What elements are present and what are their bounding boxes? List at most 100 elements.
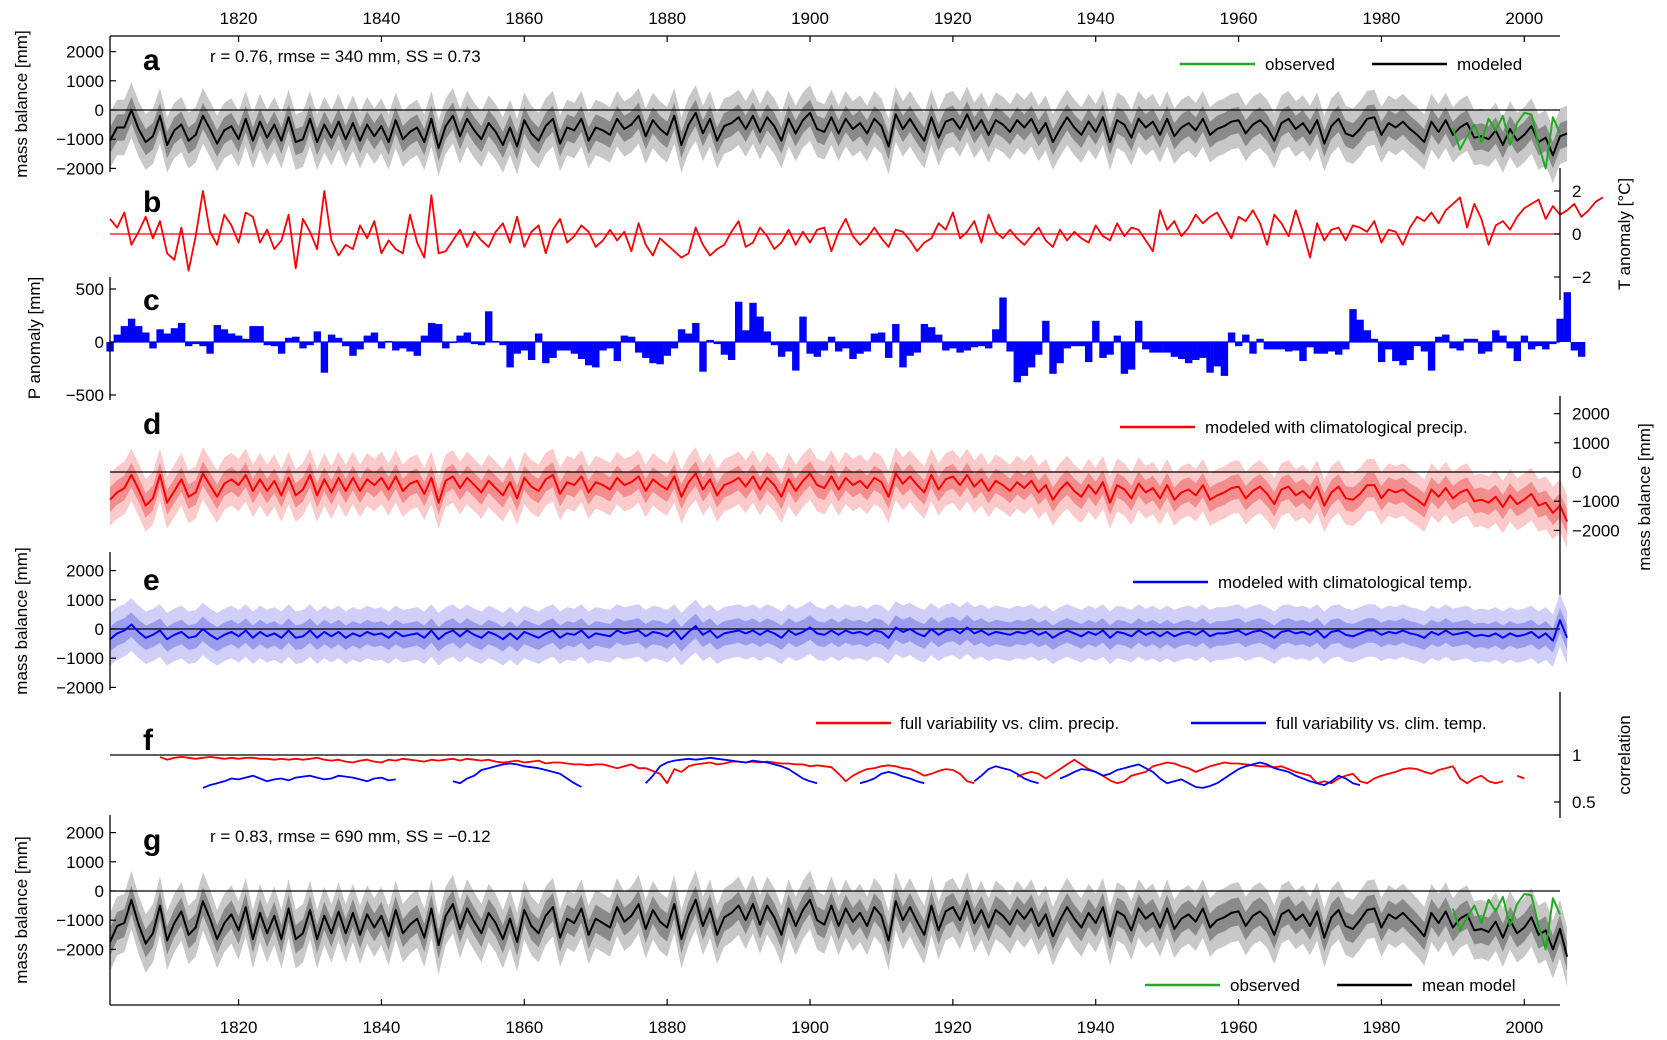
c-precip-bar — [756, 316, 764, 342]
c-precip-bar — [920, 324, 929, 342]
c-precip-bar — [1377, 342, 1386, 363]
c-precip-bar — [877, 332, 886, 342]
c-precip-bar — [927, 327, 936, 342]
c-precip-bar — [806, 342, 814, 354]
panel-label-d: d — [143, 408, 161, 441]
d-legend-label: modeled with climatological precip. — [1205, 418, 1468, 437]
x-tick-bottom-label: 2000 — [1505, 1018, 1543, 1037]
c-precip-bar — [599, 342, 607, 351]
c-precip-bar — [785, 342, 793, 352]
c-precip-bar — [363, 335, 371, 342]
e-y-tick-label: −2000 — [56, 678, 104, 697]
c-precip-bar — [585, 342, 593, 366]
ylabel-c: P anomaly [mm] — [25, 277, 44, 400]
c-precip-bar — [942, 342, 950, 351]
c-precip-bar — [520, 342, 529, 351]
f-legend-precip-label: full variability vs. clim. precip. — [900, 714, 1119, 733]
x-tick-top-label: 1980 — [1363, 9, 1401, 28]
c-precip-bar — [485, 311, 493, 342]
x-tick-bottom-label: 1920 — [934, 1018, 972, 1037]
c-precip-bar — [1356, 319, 1364, 342]
c-precip-bar — [1149, 342, 1157, 353]
x-tick-top-label: 1820 — [220, 9, 258, 28]
d-modeled-clim-precip-line — [109, 472, 1569, 523]
c-precip-bar — [1063, 342, 1071, 349]
x-tick-top-label: 2000 — [1505, 9, 1543, 28]
panel-label-f: f — [143, 724, 154, 757]
c-precip-bar — [1399, 342, 1407, 366]
c-precip-bar — [435, 324, 443, 342]
c-precip-bar — [156, 329, 164, 342]
b-y-tick-label: 0 — [1572, 225, 1581, 244]
ylabel-d: mass balance [mm] — [1635, 423, 1654, 570]
x-tick-top-label: 1900 — [791, 9, 829, 28]
c-precip-bar — [370, 332, 379, 342]
c-precip-bar — [1449, 342, 1457, 349]
e-modeled-clim-temp-line — [109, 619, 1569, 642]
c-precip-bar — [727, 342, 736, 360]
b-y-ticks: 2 0 −2 — [1554, 182, 1591, 287]
e-y-tick-label: 2000 — [66, 562, 104, 581]
c-precip-bar — [827, 336, 836, 342]
c-precip-bar — [263, 342, 271, 346]
x-tick-bottom-label: 1960 — [1220, 1018, 1258, 1037]
c-precip-bar — [606, 342, 614, 349]
c-precip-bar — [1177, 342, 1186, 359]
c-bars — [106, 292, 1586, 383]
c-precip-bar — [1499, 335, 1507, 342]
c-precip-bar — [356, 342, 364, 350]
c-precip-bar — [142, 332, 150, 342]
e-legend-label: modeled with climatological temp. — [1218, 573, 1472, 592]
c-precip-bar — [442, 342, 450, 349]
c-precip-bar — [1156, 342, 1164, 353]
c-precip-bar — [170, 328, 179, 342]
g-y-tick-label: 0 — [95, 882, 104, 901]
c-precip-bar — [792, 342, 800, 371]
x-tick-top-label: 1920 — [934, 9, 972, 28]
c-precip-bar — [542, 342, 550, 364]
c-precip-bar — [992, 329, 1000, 342]
c-precip-bar — [963, 342, 971, 351]
d-band-inner — [110, 461, 1568, 534]
ylabel-f: correlation — [1615, 715, 1634, 794]
d-y-tick-label: −2000 — [1572, 521, 1620, 540]
d-series — [109, 472, 1569, 523]
c-precip-bar — [770, 342, 779, 346]
g-mean-model-line — [109, 898, 1569, 957]
c-precip-bar — [1556, 318, 1564, 342]
panel-d: 2000 1000 0 −1000 −2000 d modeled with clima… — [109, 396, 1620, 598]
e-uncertainty-bands — [110, 594, 1568, 667]
c-precip-bar — [549, 342, 557, 358]
c-precip-bar — [713, 342, 721, 345]
a-y-tick-label: −1000 — [56, 130, 104, 149]
c-precip-bar — [692, 322, 700, 342]
x-tick-top-label: 1860 — [505, 9, 543, 28]
c-precip-bar — [1092, 320, 1100, 342]
c-precip-bar — [1049, 342, 1057, 374]
c-precip-bar — [577, 342, 586, 359]
c-precip-bar — [535, 333, 543, 342]
x-tick-top-label: 1940 — [1077, 9, 1115, 28]
g-band-inner — [110, 885, 1568, 971]
panel-label-c: c — [143, 284, 160, 317]
panel-b: 2 0 −2 b — [109, 168, 1604, 300]
c-precip-bar — [742, 330, 750, 342]
b-y-tick-label: −2 — [1572, 268, 1591, 287]
a-y-tick-label: 0 — [95, 101, 104, 120]
c-precip-bar — [1577, 342, 1586, 357]
c-precip-bar — [977, 342, 986, 347]
c-precip-bar — [1085, 342, 1093, 363]
a-stat-text: r = 0.76, rmse = 340 mm, SS = 0.73 — [210, 47, 481, 66]
a-y-tick-label: 2000 — [66, 43, 104, 62]
c-precip-bar — [392, 342, 400, 351]
c-precip-bar — [477, 342, 486, 346]
c-precip-bar — [563, 342, 571, 351]
d-uncertainty-bands — [110, 447, 1568, 548]
c-precip-bar — [1213, 342, 1221, 367]
c-precip-bar — [1185, 342, 1193, 364]
g-y-tick-label: 1000 — [66, 853, 104, 872]
c-precip-bar — [292, 336, 300, 342]
panel-f: 10.5 f full variability vs. clim. precip… — [110, 692, 1596, 818]
c-precip-bar — [1077, 342, 1086, 347]
c-precip-bar — [842, 342, 850, 349]
